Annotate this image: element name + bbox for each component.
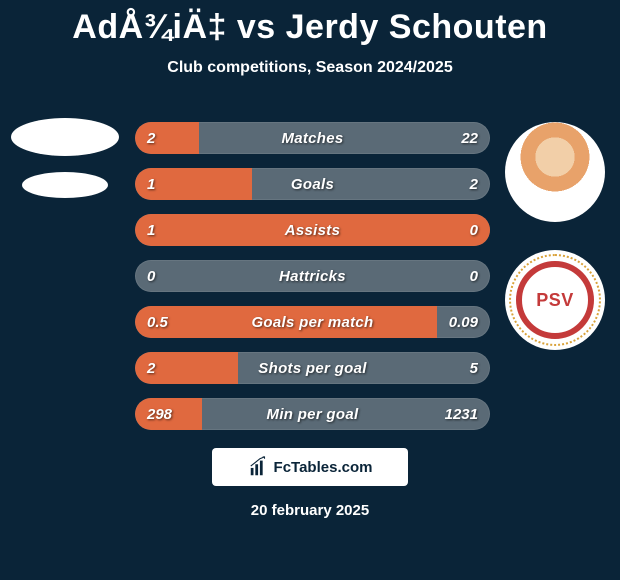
stat-bar: 0Hattricks0: [135, 260, 490, 292]
stat-value-right: 2: [470, 168, 478, 200]
stat-label: Min per goal: [135, 398, 490, 430]
left-player-column: [6, 118, 124, 198]
right-player-column: PSV: [496, 122, 614, 350]
right-player-club-badge: PSV: [505, 250, 605, 350]
stat-bar: 2Matches22: [135, 122, 490, 154]
stat-label: Goals per match: [135, 306, 490, 338]
chart-icon: [248, 456, 270, 478]
stat-label: Matches: [135, 122, 490, 154]
stats-bars: 2Matches221Goals21Assists00Hattricks00.5…: [135, 122, 490, 430]
left-player-club-badge: [22, 172, 108, 198]
stat-bar: 0.5Goals per match0.09: [135, 306, 490, 338]
stat-bar: 298Min per goal1231: [135, 398, 490, 430]
right-player-avatar: [505, 122, 605, 222]
date-text: 20 february 2025: [0, 502, 620, 519]
right-player-club-text: PSV: [516, 261, 594, 339]
footer-label: FcTables.com: [274, 459, 373, 476]
stat-value-right: 0.09: [449, 306, 478, 338]
stat-bar: 1Assists0: [135, 214, 490, 246]
stat-label: Assists: [135, 214, 490, 246]
stat-value-right: 5: [470, 352, 478, 384]
stat-value-right: 22: [461, 122, 478, 154]
subtitle: Club competitions, Season 2024/2025: [0, 59, 620, 77]
page-title: AdÅ¾iÄ‡ vs Jerdy Schouten: [0, 0, 620, 47]
stat-value-right: 0: [470, 214, 478, 246]
stat-label: Hattricks: [135, 260, 490, 292]
stat-label: Goals: [135, 168, 490, 200]
stat-label: Shots per goal: [135, 352, 490, 384]
stat-bar: 1Goals2: [135, 168, 490, 200]
left-player-avatar: [11, 118, 119, 156]
stat-value-right: 1231: [445, 398, 478, 430]
footer-logo: FcTables.com: [212, 448, 408, 486]
stat-value-right: 0: [470, 260, 478, 292]
stat-bar: 2Shots per goal5: [135, 352, 490, 384]
